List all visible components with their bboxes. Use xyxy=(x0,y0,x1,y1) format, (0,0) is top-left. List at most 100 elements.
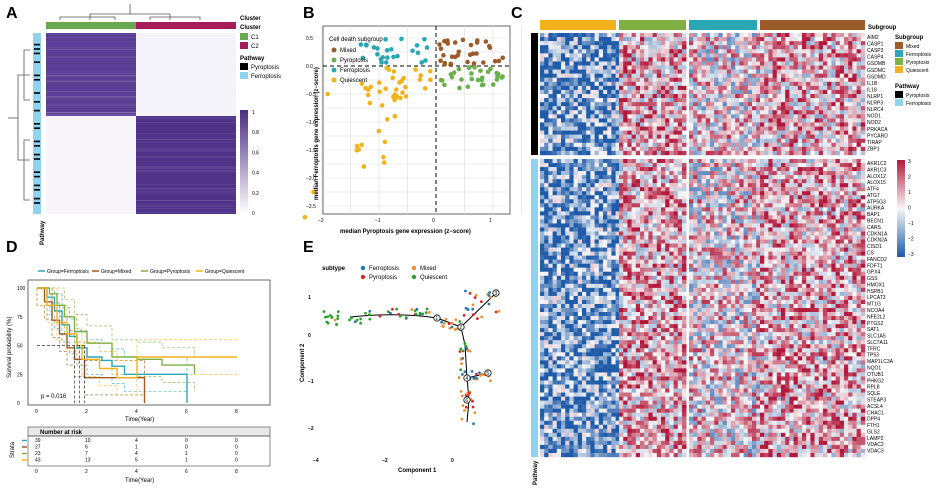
c-heat-cell xyxy=(831,147,836,151)
c-heat-cell xyxy=(548,49,553,53)
c-heat-cell xyxy=(806,276,811,280)
c-heat-cell xyxy=(777,179,782,183)
c-heat-cell xyxy=(748,45,753,49)
c-heat-cell xyxy=(781,276,786,280)
c-heat-cell xyxy=(544,106,549,110)
c-heat-cell xyxy=(623,61,628,65)
c-heat-cell xyxy=(682,70,687,74)
c-heat-cell xyxy=(578,110,583,114)
c-heat-cell xyxy=(823,264,828,268)
c-heat-cell xyxy=(706,203,711,207)
c-heat-cell xyxy=(697,252,702,256)
c-heat-cell xyxy=(623,33,628,37)
c-heat-cell xyxy=(607,219,612,223)
c-heat-cell xyxy=(702,175,707,179)
c-heat-cell xyxy=(848,171,853,175)
c-heat-cell xyxy=(644,110,649,114)
c-heat-cell xyxy=(697,244,702,248)
b-point xyxy=(422,37,427,42)
c-heat-cell xyxy=(806,219,811,223)
c-heat-cell xyxy=(815,276,820,280)
c-heat-cell xyxy=(644,171,649,175)
c-heat-cell xyxy=(727,66,732,70)
c-heat-cell xyxy=(815,272,820,276)
c-heat-cell xyxy=(798,167,803,171)
c-heat-cell xyxy=(836,70,841,74)
c-heat-cell xyxy=(731,131,736,135)
c-heat-cell xyxy=(706,41,711,45)
c-heat-cell xyxy=(748,135,753,139)
c-heat-cell xyxy=(764,49,769,53)
c-heat-cell xyxy=(702,183,707,187)
c-heat-cell xyxy=(823,37,828,41)
c-heat-cell xyxy=(777,53,782,57)
c-heat-cell xyxy=(823,272,828,276)
c-heat-cell xyxy=(861,167,866,171)
c-heat-cell xyxy=(669,45,674,49)
c-heat-cell xyxy=(540,276,545,280)
c-heat-cell xyxy=(565,131,570,135)
c-heat-cell xyxy=(632,195,637,199)
c-heat-cell xyxy=(665,256,670,260)
c-heat-cell xyxy=(574,244,579,248)
c-heat-cell xyxy=(764,280,769,284)
c-heat-cell xyxy=(815,231,820,235)
c-heat-cell xyxy=(723,102,728,106)
c-heat-cell xyxy=(595,240,600,244)
c-heat-cell xyxy=(836,57,841,61)
c-heat-cell xyxy=(565,272,570,276)
c-heat-cell xyxy=(599,248,604,252)
c-heat-cell xyxy=(640,199,645,203)
c-heat-cell xyxy=(557,45,562,49)
c-heat-cell xyxy=(627,203,632,207)
c-heat-cell xyxy=(689,179,694,183)
c-heat-cell xyxy=(714,57,719,61)
c-heat-cell xyxy=(697,191,702,195)
c-heat-cell xyxy=(603,110,608,114)
c-subgroup-bar-ferroptosis xyxy=(689,20,757,30)
c-heat-cell xyxy=(653,256,658,260)
c-heat-cell xyxy=(689,159,694,163)
c-heat-cell xyxy=(682,147,687,151)
c-heat-cell xyxy=(798,175,803,179)
c-heat-cell xyxy=(657,61,662,65)
c-heat-cell xyxy=(627,207,632,211)
c-heat-cell xyxy=(806,37,811,41)
c-heat-cell xyxy=(768,90,773,94)
c-heat-cell xyxy=(798,203,803,207)
c-heat-cell xyxy=(777,191,782,195)
c-heat-cell xyxy=(836,135,841,139)
c-heat-cell xyxy=(739,33,744,37)
c-heat-cell xyxy=(806,53,811,57)
c-heat-cell xyxy=(697,131,702,135)
c-heat-cell xyxy=(611,179,616,183)
c-heat-cell xyxy=(582,179,587,183)
c-heat-cell xyxy=(802,276,807,280)
c-heat-cell xyxy=(644,260,649,264)
c-heat-cell xyxy=(674,151,679,155)
c-heat-cell xyxy=(768,102,773,106)
c-heat-cell xyxy=(586,215,591,219)
c-heat-cell xyxy=(744,171,749,175)
c-heat-cell xyxy=(636,90,641,94)
c-heat-cell xyxy=(794,195,799,199)
c-heat-cell xyxy=(544,66,549,70)
c-heat-cell xyxy=(798,219,803,223)
c-heat-cell xyxy=(561,102,566,106)
c-heat-cell xyxy=(657,183,662,187)
c-heat-cell xyxy=(607,240,612,244)
c-heat-cell xyxy=(599,244,604,248)
c-heat-cell xyxy=(582,183,587,187)
c-heat-cell xyxy=(623,118,628,122)
c-heat-cell xyxy=(731,163,736,167)
c-heat-cell xyxy=(669,106,674,110)
c-heat-cell xyxy=(806,171,811,175)
c-heat-cell xyxy=(657,98,662,102)
c-heat-cell xyxy=(578,171,583,175)
c-heat-cell xyxy=(702,122,707,126)
c-heat-cell xyxy=(810,49,815,53)
c-heat-cell xyxy=(702,280,707,284)
c-heat-cell xyxy=(844,90,849,94)
c-heat-cell xyxy=(785,211,790,215)
c-heat-cell xyxy=(706,236,711,240)
